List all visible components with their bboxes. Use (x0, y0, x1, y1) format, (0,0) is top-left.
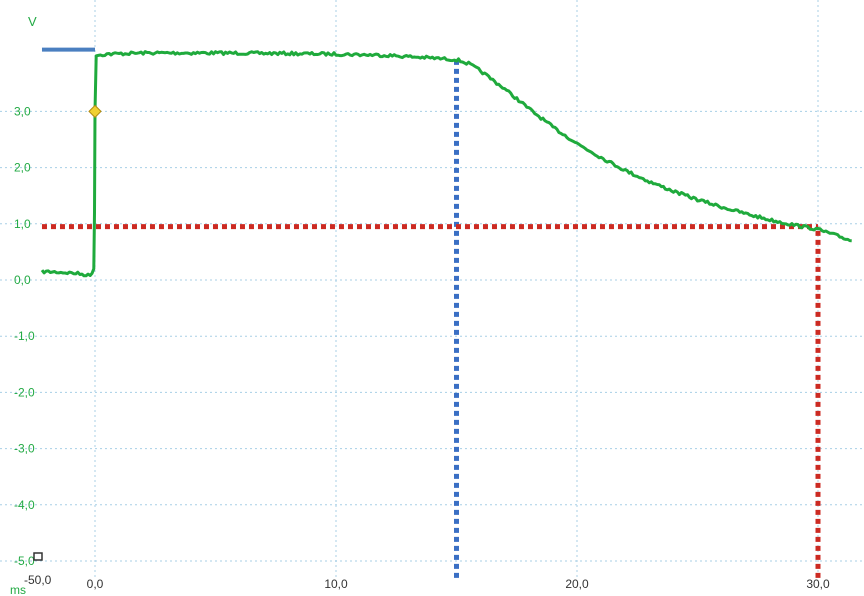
x-axis-tick-labels: 0,0 10,0 20,0 30,0 (87, 577, 830, 591)
y-tick-label: -2,0 (14, 385, 35, 399)
x-tick-label: 10,0 (324, 577, 348, 591)
y-tick-label: -3,0 (14, 442, 35, 456)
y-tick-label: -1,0 (14, 329, 35, 343)
trigger-point-marker[interactable] (88, 104, 102, 119)
x-tick-label: 0,0 (87, 577, 104, 591)
y-axis-tick-labels: 3,0 2,0 1,0 0,0 -1,0 -2,0 -3,0 -4,0 -5,0 (14, 104, 35, 568)
signal-trace (40, 50, 852, 278)
y-tick-label: 3,0 (14, 104, 31, 118)
x-axis-unit-label: ms (10, 583, 26, 596)
x-axis-origin-label: -50,0 (24, 573, 52, 587)
y-tick-label: 1,0 (14, 217, 31, 231)
y-tick-label: 0,0 (14, 273, 31, 287)
x-tick-label: 20,0 (565, 577, 589, 591)
measurement-cursors[interactable] (41, 58, 821, 578)
y-axis-unit-label: V (28, 14, 37, 29)
zoom-box-icon[interactable] (33, 552, 43, 561)
y-tick-label: 2,0 (14, 161, 31, 175)
grid-horizontal-lines (0, 110, 864, 562)
y-tick-label: -4,0 (14, 498, 35, 512)
x-tick-label: 30,0 (806, 577, 830, 591)
y-tick-label: -5,0 (14, 554, 35, 568)
